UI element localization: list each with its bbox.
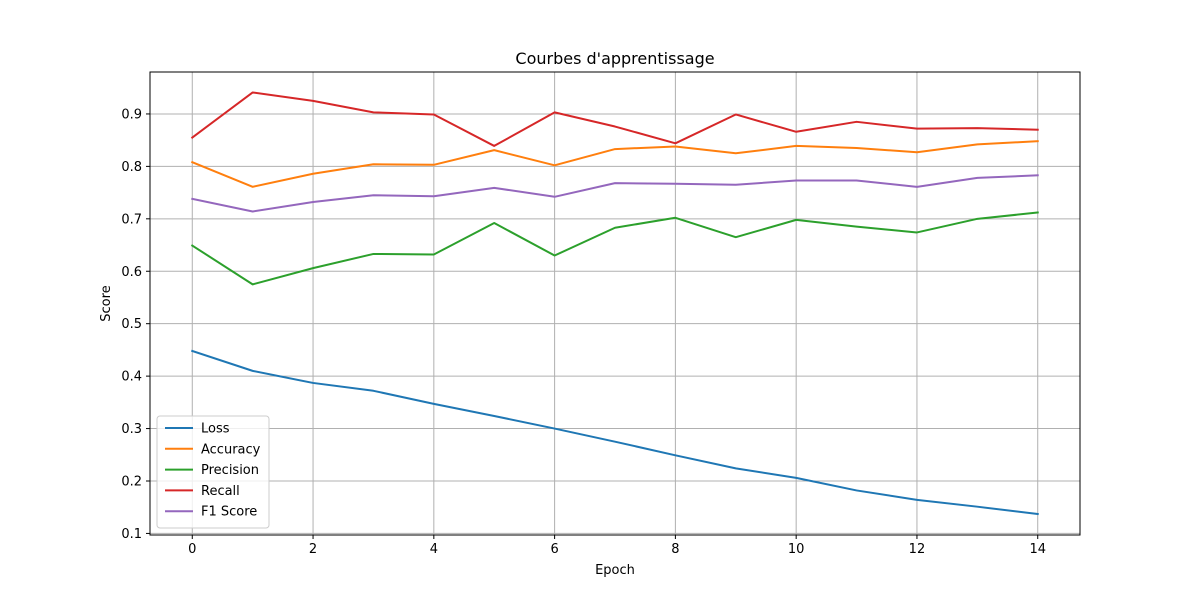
plot-frame xyxy=(149,71,1081,536)
legend: Loss Accuracy Precision Recall F1 Score xyxy=(156,415,270,529)
x-tick-label: 12 xyxy=(909,542,926,557)
y-axis-label: Score xyxy=(99,285,114,321)
y-tick-label: 0.7 xyxy=(121,212,142,227)
legend-label-precision: Precision xyxy=(201,463,259,478)
grid-lines xyxy=(150,72,1080,535)
y-tick-label: 0.9 xyxy=(121,107,142,122)
y-tick-label: 0.5 xyxy=(121,317,142,332)
x-tick-label: 6 xyxy=(550,542,558,557)
series-line-recall xyxy=(190,91,1039,147)
series-line-f1-score xyxy=(191,174,1039,213)
legend-label-accuracy: Accuracy xyxy=(201,442,261,457)
x-tick-label: 14 xyxy=(1029,542,1046,557)
x-axis-label: Epoch xyxy=(595,563,635,578)
x-tick-label: 10 xyxy=(788,542,805,557)
x-axis-ticks: 0 2 4 6 8 10 12 14 xyxy=(188,535,1046,557)
x-tick-label: 2 xyxy=(309,542,317,557)
y-tick-label: 0.8 xyxy=(121,160,142,175)
series-line-accuracy xyxy=(190,140,1039,188)
x-tick-label: 8 xyxy=(671,542,679,557)
y-tick-label: 0.1 xyxy=(121,527,142,542)
y-tick-label: 0.2 xyxy=(121,474,142,489)
chart-title: Courbes d'apprentissage xyxy=(515,49,714,68)
y-tick-label: 0.4 xyxy=(121,370,142,385)
legend-label-loss: Loss xyxy=(201,422,230,437)
legend-label-f1-score: F1 Score xyxy=(201,505,257,520)
series-lines xyxy=(190,91,1039,516)
legend-box xyxy=(156,415,270,529)
x-tick-label: 0 xyxy=(188,542,196,557)
x-tick-label: 4 xyxy=(430,542,438,557)
legend-label-recall: Recall xyxy=(201,484,240,499)
series-line-precision xyxy=(190,211,1039,286)
y-tick-label: 0.3 xyxy=(121,422,142,437)
y-tick-label: 0.6 xyxy=(121,265,142,280)
y-axis-ticks: 0.1 0.2 0.3 0.4 0.5 0.6 0.7 0.8 0.9 xyxy=(121,107,150,542)
series-line-loss xyxy=(191,349,1039,516)
